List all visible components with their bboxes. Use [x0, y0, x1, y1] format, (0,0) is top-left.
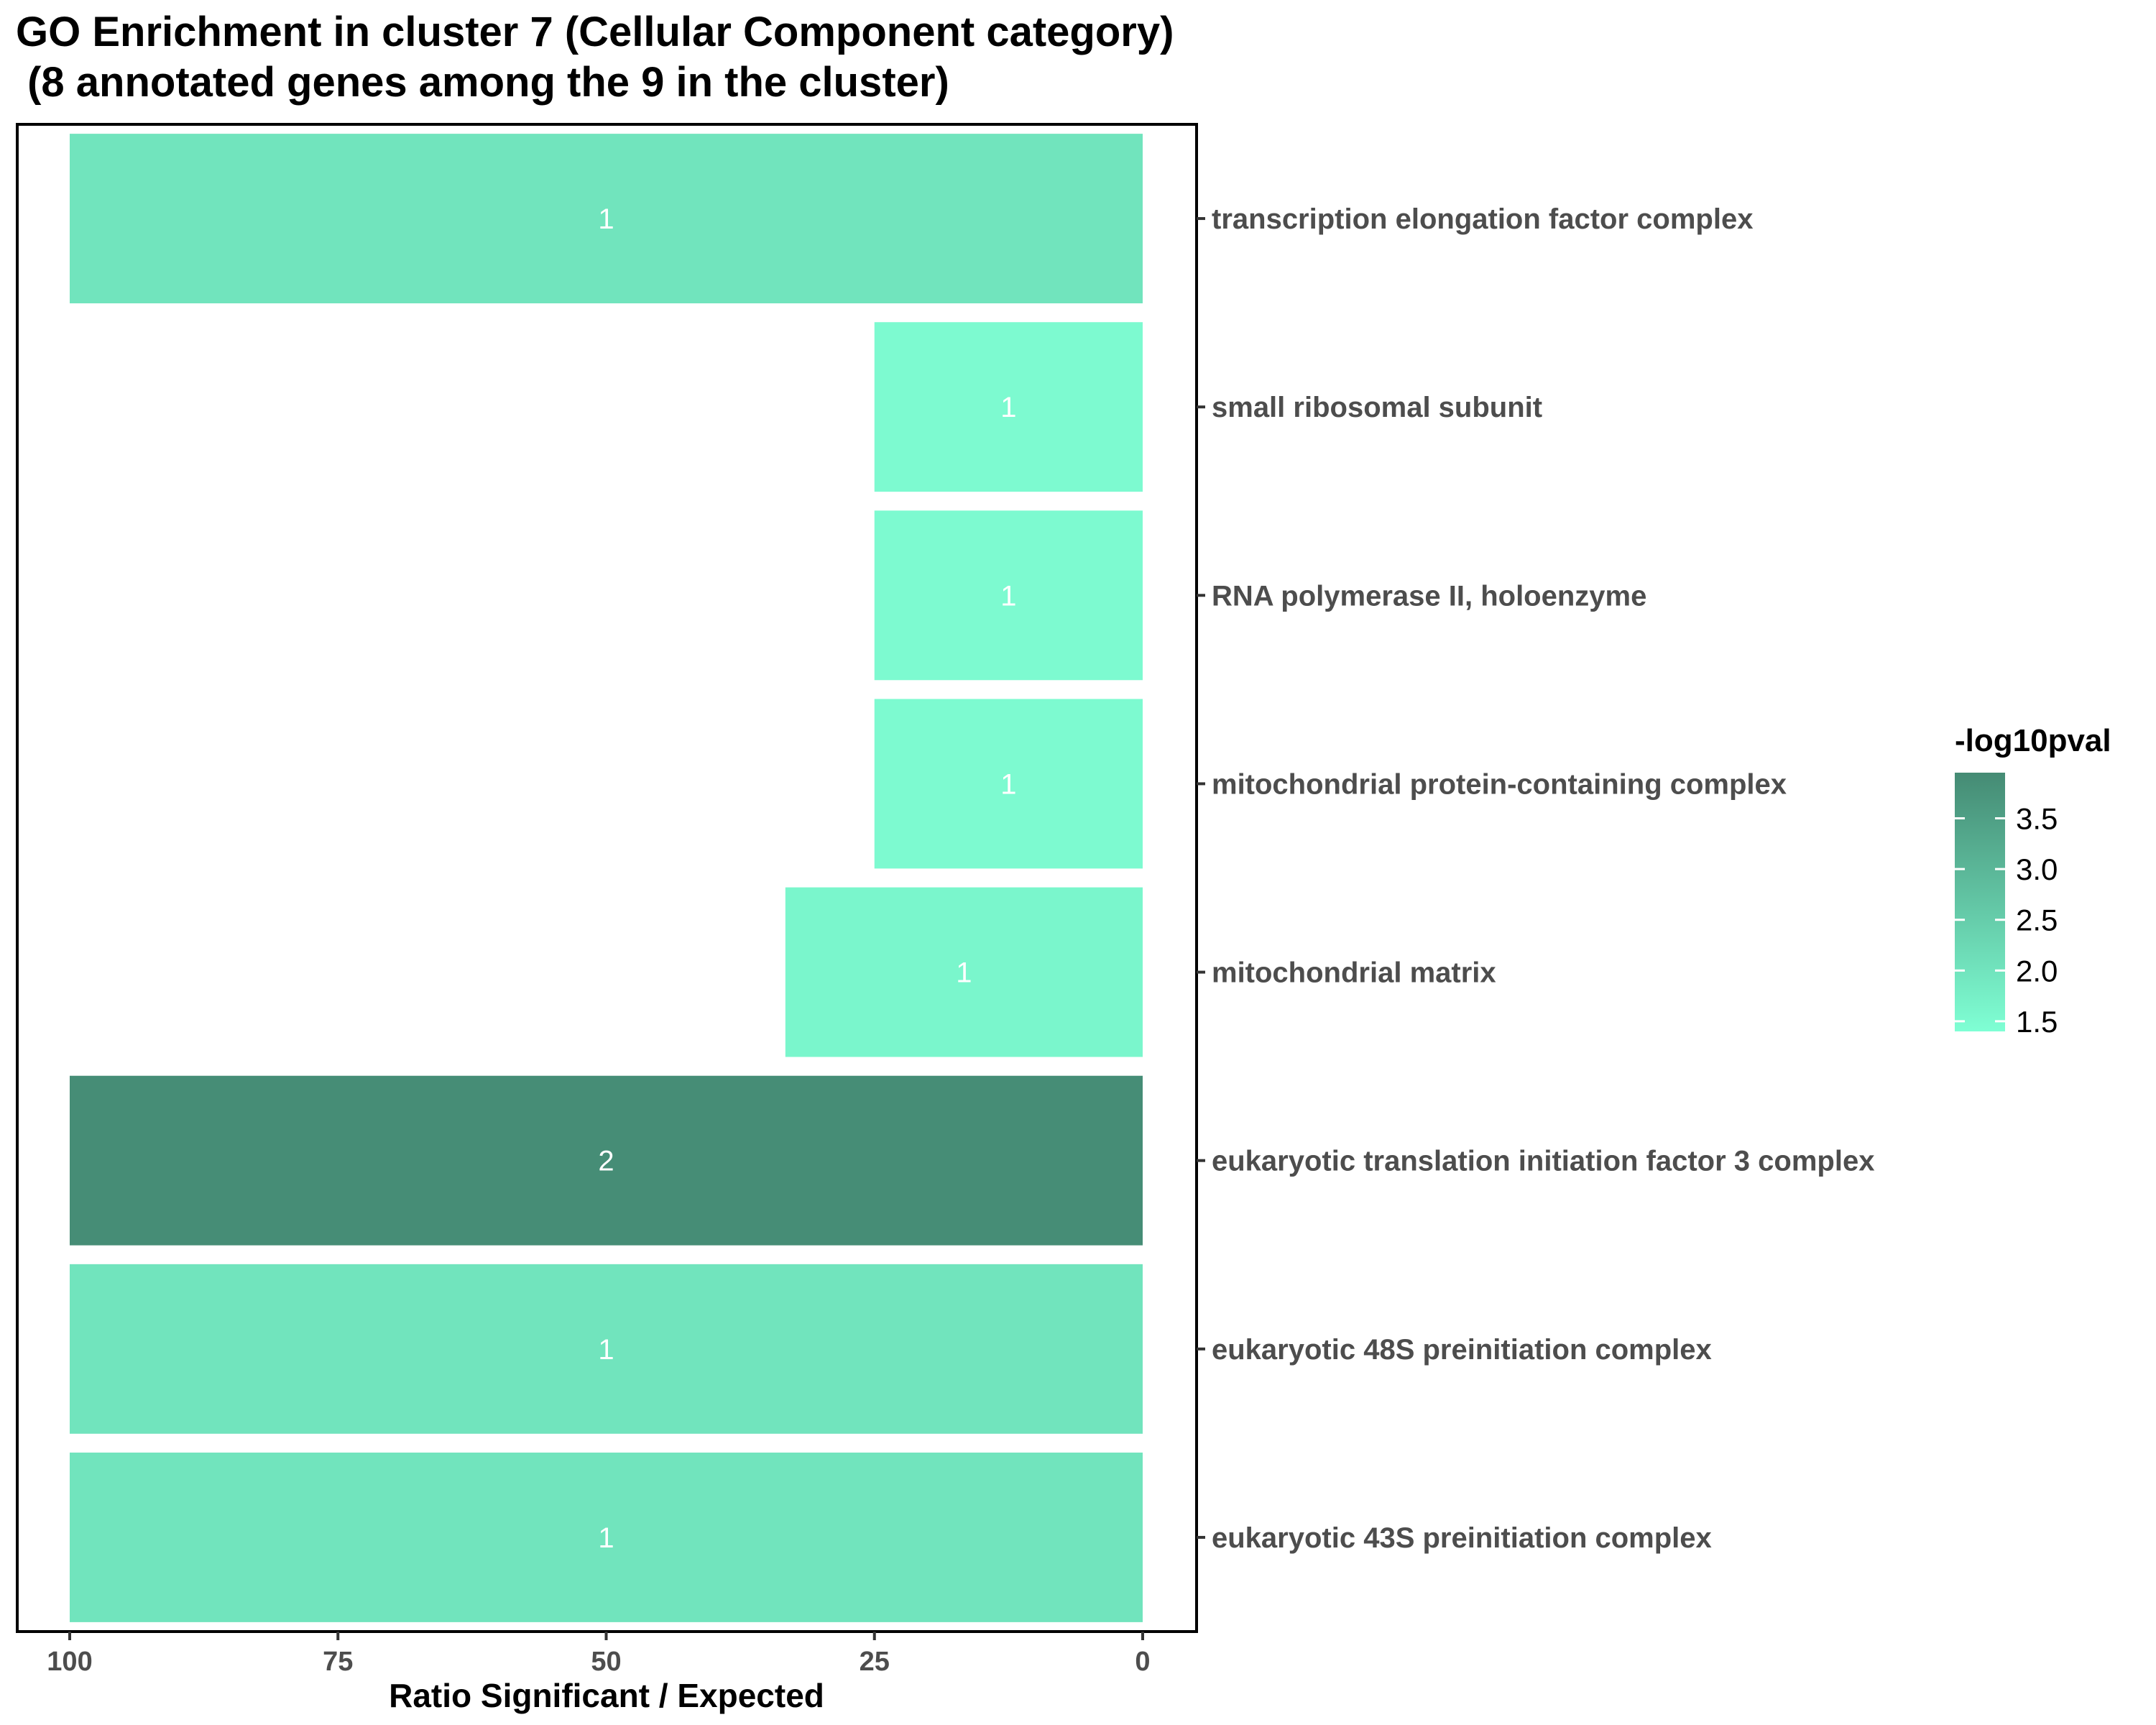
- category-label: transcription elongation factor complex: [1212, 203, 1753, 235]
- x-tick-label: 0: [1135, 1647, 1150, 1677]
- legend-title: -log10pval: [1955, 723, 2111, 758]
- category-label: RNA polymerase II, holoenzyme: [1212, 580, 1646, 612]
- category-label: mitochondrial matrix: [1212, 957, 1496, 989]
- x-tick-label: 75: [323, 1647, 353, 1677]
- bar-0: [70, 134, 1143, 304]
- bar-2: [874, 510, 1143, 681]
- bar-1: [874, 322, 1143, 492]
- bar-3: [874, 699, 1143, 869]
- legend-colorbar: [1955, 773, 2005, 1031]
- category-axis: transcription elongation factor complex s…: [1197, 203, 1874, 1554]
- category-label: eukaryotic 48S preinitiation complex: [1212, 1334, 1712, 1366]
- category-label: eukaryotic translation initiation factor…: [1212, 1146, 1874, 1177]
- legend-ticks: 1.5 2.0 2.5 3.0 3.5: [1955, 802, 2058, 1039]
- legend-tick-label: 1.5: [2016, 1005, 2058, 1039]
- category-label: small ribosomal subunit: [1212, 392, 1542, 423]
- bar-value-label: 1: [1000, 768, 1016, 800]
- bar-5: [70, 1075, 1143, 1246]
- category-label: eukaryotic 43S preinitiation complex: [1212, 1522, 1712, 1554]
- bar-value-label: 1: [598, 1334, 614, 1366]
- bar-value-label: 2: [598, 1146, 614, 1177]
- legend-tick-label: 2.0: [2016, 954, 2058, 988]
- chart-title-line1: GO Enrichment in cluster 7 (Cellular Com…: [16, 9, 1174, 55]
- bar-value-label: 1: [1000, 392, 1016, 423]
- category-label: mitochondrial protein-containing complex: [1212, 768, 1787, 800]
- x-tick-label: 100: [47, 1647, 92, 1677]
- x-axis-title: Ratio Significant / Expected: [389, 1677, 824, 1714]
- bar-6: [70, 1264, 1143, 1434]
- legend-tick-label: 3.5: [2016, 802, 2058, 836]
- bar-value-label: 1: [956, 957, 972, 989]
- bar-4: [785, 887, 1143, 1057]
- x-axis: 100 75 50 25 0: [47, 1632, 1151, 1677]
- bars-layer: 1 1 1 1 1 2 1 1: [70, 134, 1143, 1622]
- bar-value-label: 1: [1000, 580, 1016, 612]
- bar-7: [70, 1452, 1143, 1622]
- chart-title-line2: (8 annotated genes among the 9 in the cl…: [16, 59, 949, 106]
- legend-tick-label: 3.0: [2016, 852, 2058, 886]
- color-legend: -log10pval 1.5 2.0 2.5 3.0 3.5: [1955, 723, 2111, 1039]
- legend-tick-label: 2.5: [2016, 903, 2058, 937]
- bar-value-label: 1: [598, 203, 614, 235]
- x-tick-label: 25: [860, 1647, 890, 1677]
- x-tick-label: 50: [591, 1647, 621, 1677]
- bar-value-label: 1: [598, 1522, 614, 1554]
